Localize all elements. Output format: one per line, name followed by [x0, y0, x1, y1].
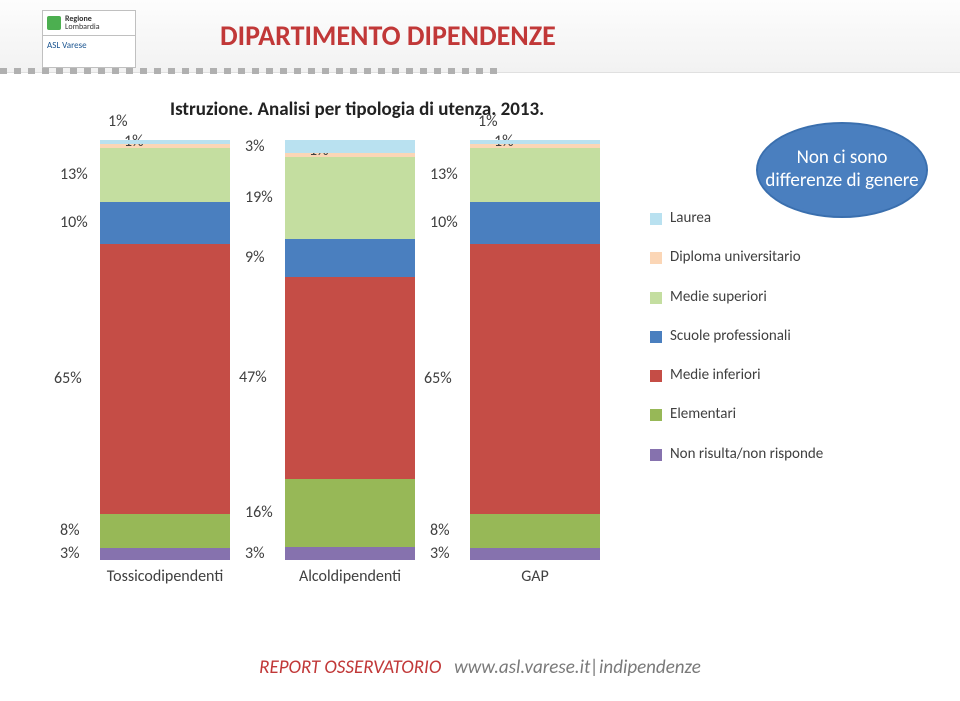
segment-label: 16% [245, 503, 273, 522]
legend: Laurea Diploma universitario Medie superio… [650, 210, 823, 485]
bar-column: 3%8%65%10%13%1%1%GAP [470, 140, 600, 560]
segment-label: 3% [60, 544, 80, 563]
legend-label: Diploma universitario [670, 249, 801, 266]
legend-item: Diploma universitario [650, 249, 823, 266]
bar-segment: 3% [470, 548, 600, 560]
legend-label: Non risulta/non risponde [670, 446, 823, 463]
department-title: DIPARTIMENTO DIPENDENZE [220, 18, 556, 53]
legend-item: Medie inferiori [650, 367, 823, 384]
segment-label: 3% [245, 544, 265, 563]
bar-segment: 3% [285, 547, 415, 560]
bar-segment: 1% [100, 144, 230, 148]
segment-label: 13% [60, 165, 88, 184]
category-label: Tossicodipendenti [100, 567, 230, 586]
bar-segment: 1% [285, 153, 415, 157]
bar-segment: 1% [470, 144, 600, 148]
legend-swatch [650, 370, 662, 382]
legend-label: Elementari [670, 406, 736, 423]
legend-label: Medie inferiori [670, 367, 761, 384]
legend-item: Elementari [650, 406, 823, 423]
bar-segment: 19% [285, 157, 415, 238]
bar-segment: 1% [100, 140, 230, 144]
segment-label: 8% [60, 521, 80, 540]
bar-segment: 10% [470, 202, 600, 244]
footer-report: REPORT OSSERVATORIO [259, 656, 441, 679]
segment-label: 8% [430, 521, 450, 540]
logo-line2: Lombardia [65, 23, 100, 31]
bar-segment: 3% [100, 548, 230, 560]
segment-label: 47% [239, 368, 267, 387]
bar-segment: 13% [100, 148, 230, 202]
segment-label: 10% [430, 213, 458, 232]
segment-label: 13% [430, 165, 458, 184]
category-label: Alcoldipendenti [285, 567, 415, 586]
bar-column: 3%16%47%9%19%1%3%Alcoldipendenti [285, 140, 415, 560]
legend-item: Non risulta/non risponde [650, 446, 823, 463]
bar-segment: 9% [285, 239, 415, 278]
bar-segment: 8% [100, 514, 230, 547]
bar-segment: 8% [470, 514, 600, 547]
bar-segment: 16% [285, 479, 415, 548]
segment-label: 3% [430, 544, 450, 563]
legend-label: Scuole professionali [670, 328, 791, 345]
bar-stack: 3%16%47%9%19%1%3% [285, 140, 415, 560]
footer-url: www.asl.varese.it|indipendenze [454, 656, 701, 679]
segment-label: 65% [54, 369, 82, 388]
legend-swatch [650, 331, 662, 343]
bar-segment: 65% [100, 244, 230, 514]
category-label: GAP [470, 567, 600, 586]
callout-text: Non ci sono differenze di genere [758, 147, 926, 193]
legend-swatch [650, 449, 662, 461]
callout-ellipse: Non ci sono differenze di genere [758, 124, 926, 216]
legend-item: Laurea [650, 210, 823, 227]
segment-label: 3% [245, 137, 265, 156]
bar-stack: 3%8%65%10%13%1%1% [470, 140, 600, 560]
legend-swatch [650, 292, 662, 304]
logo-asl: ASL Varese [43, 38, 135, 53]
segment-label: 10% [60, 213, 88, 232]
segment-label: 1% [108, 112, 128, 131]
logo-regione: Regione Lombardia ASL Varese [42, 10, 136, 68]
bar-segment: 13% [470, 148, 600, 202]
legend-item: Scuole professionali [650, 328, 823, 345]
segment-label: 65% [424, 369, 452, 388]
bar-segment: 47% [285, 277, 415, 478]
segment-label: 1% [478, 112, 498, 131]
bar-segment: 10% [100, 202, 230, 244]
stacked-bar-chart: 3%8%65%10%13%1%1%Tossicodipendenti3%16%4… [80, 130, 620, 590]
legend-label: Laurea [670, 210, 711, 227]
bar-stack: 3%8%65%10%13%1%1% [100, 140, 230, 560]
legend-swatch [650, 252, 662, 264]
bar-segment: 65% [470, 244, 600, 514]
segment-label: 9% [245, 248, 265, 267]
legend-swatch [650, 409, 662, 421]
bar-segment: 1% [470, 140, 600, 144]
footer: REPORT OSSERVATORIO www.asl.varese.it|in… [0, 656, 960, 679]
header-strip: Regione Lombardia ASL Varese DIPARTIMENT… [0, 0, 960, 73]
segment-label: 19% [245, 188, 273, 207]
bar-segment: 3% [285, 140, 415, 153]
bar-column: 3%8%65%10%13%1%1%Tossicodipendenti [100, 140, 230, 560]
legend-label: Medie superiori [670, 289, 767, 306]
header-ticks [0, 68, 500, 78]
legend-item: Medie superiori [650, 289, 823, 306]
legend-swatch [650, 213, 662, 225]
logo-green-icon [47, 16, 61, 30]
